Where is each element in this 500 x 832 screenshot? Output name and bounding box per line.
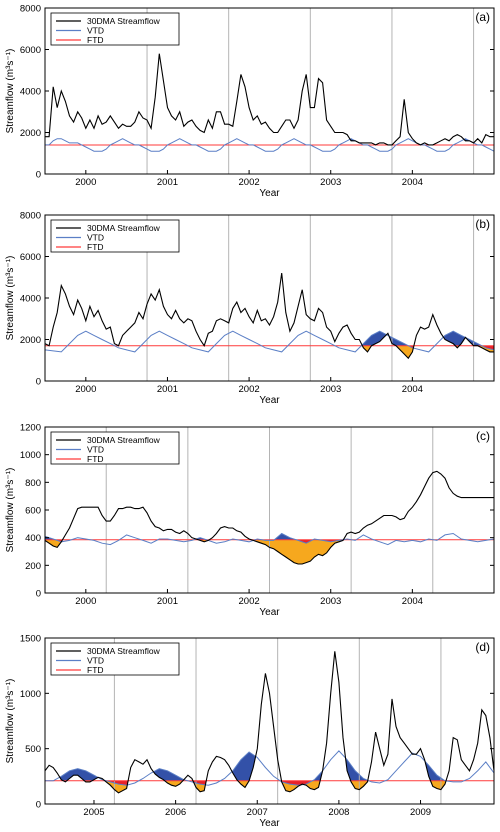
y-tick-label: 800 (25, 478, 41, 489)
x-tick-label: 2003 (320, 177, 341, 188)
y-tick-label: 400 (25, 533, 41, 544)
x-tick-label: 2002 (239, 596, 260, 607)
plot-frame (44, 637, 495, 805)
streamflow-line (45, 470, 494, 565)
panel-c: 0 200 400 600 800 1000 1200 2000 2001 2002 2003 200… (5, 423, 495, 618)
y-tick-label: 6000 (20, 45, 41, 56)
legend-streamflow-label: 30DMA Streamflow (87, 646, 161, 656)
y-tick-label: 4000 (20, 87, 41, 98)
legend-ftd-label: FTD (87, 242, 104, 252)
x-axis-label: Year (259, 607, 280, 618)
plot-area (45, 8, 494, 174)
legend-vtd-label: VTD (87, 233, 104, 243)
x-tick-label: 2001 (157, 177, 178, 188)
legend-vtd-label: VTD (87, 656, 104, 666)
x-tick-label: 2001 (157, 596, 178, 607)
y-tick-label: 1200 (20, 423, 41, 434)
x-tick-label: 2006 (165, 807, 186, 818)
legend-streamflow-label: 30DMA Streamflow (87, 223, 161, 233)
y-tick-label: 1000 (20, 450, 41, 461)
y-tick-label: 500 (25, 744, 41, 755)
x-tick-label: 2000 (75, 177, 96, 188)
y-tick-label: 1500 (20, 634, 41, 645)
legend-vtd-label: VTD (87, 445, 104, 455)
y-tick-label: 0 (36, 589, 41, 600)
y-tick-label: 2000 (20, 128, 41, 139)
x-tick-label: 2002 (239, 384, 260, 395)
deficit-area-ftd (106, 780, 446, 786)
x-tick-label: 2008 (328, 807, 349, 818)
deficit-area-vtd-above-ftd (60, 752, 445, 790)
panel-label: (c) (476, 429, 490, 443)
y-tick-label: 2000 (20, 335, 41, 346)
x-tick-label: 2009 (410, 807, 431, 818)
y-tick-label: 200 (25, 561, 41, 572)
legend-ftd-label: FTD (87, 665, 104, 675)
y-tick-label: 0 (36, 170, 41, 181)
vtd-line (45, 750, 494, 786)
streamflow-line (45, 651, 494, 794)
plot-area (45, 638, 494, 804)
y-tick-label: 4000 (20, 294, 41, 305)
y-tick-label: 8000 (20, 211, 41, 222)
legend-vtd-label: VTD (87, 26, 104, 36)
vtd-line (45, 532, 494, 546)
x-tick-label: 2005 (83, 807, 104, 818)
legend-streamflow-label: 30DMA Streamflow (87, 435, 161, 445)
vtd-line (45, 330, 494, 353)
x-tick-label: 2002 (239, 177, 260, 188)
y-tick-label: 0 (36, 800, 41, 811)
x-tick-label: 2007 (247, 807, 268, 818)
x-tick-label: 2004 (402, 596, 423, 607)
y-axis-label: Streamflow (m³s⁻¹) (5, 256, 16, 341)
y-axis-label: Streamflow (m³s⁻¹) (5, 468, 16, 553)
panel-label: (a) (475, 10, 490, 24)
panel-label: (b) (475, 217, 490, 231)
x-tick-label: 2004 (402, 177, 423, 188)
legend-ftd-label: FTD (87, 35, 104, 45)
y-tick-label: 8000 (20, 4, 41, 15)
panel-label: (d) (475, 640, 490, 654)
plot-area (45, 427, 494, 593)
panel-d: 0 500 1000 1500 2005 2006 2007 2008 2009 Year Stre… (5, 634, 495, 829)
streamflow-line (45, 53, 494, 146)
y-tick-label: 6000 (20, 252, 41, 263)
panel-b: 0 2000 4000 6000 8000 2000 2001 2002 2003 2004 Yea… (5, 211, 495, 406)
y-axis-label: Streamflow (m³s⁻¹) (5, 49, 16, 134)
x-tick-label: 2001 (157, 384, 178, 395)
x-axis-label: Year (259, 818, 280, 829)
y-axis-label: Streamflow (m³s⁻¹) (5, 679, 16, 764)
y-tick-label: 1000 (20, 689, 41, 700)
x-tick-label: 2004 (402, 384, 423, 395)
y-tick-label: 600 (25, 506, 41, 517)
plot-area (45, 215, 494, 381)
deficit-area-below-threshold (45, 539, 343, 564)
x-tick-label: 2003 (320, 384, 341, 395)
streamflow-line (45, 273, 494, 360)
x-axis-label: Year (259, 188, 280, 199)
y-tick-label: 0 (36, 377, 41, 388)
legend-ftd-label: FTD (87, 454, 104, 464)
x-tick-label: 2003 (320, 596, 341, 607)
x-axis-label: Year (259, 395, 280, 406)
x-tick-label: 2000 (75, 596, 96, 607)
deficit-area-vtd-above-ftd (362, 331, 482, 358)
panel-a: 0 2000 4000 6000 8000 2000 2001 2002 2003 2004 Yea… (5, 4, 495, 199)
x-tick-label: 2000 (75, 384, 96, 395)
legend-streamflow-label: 30DMA Streamflow (87, 16, 161, 26)
